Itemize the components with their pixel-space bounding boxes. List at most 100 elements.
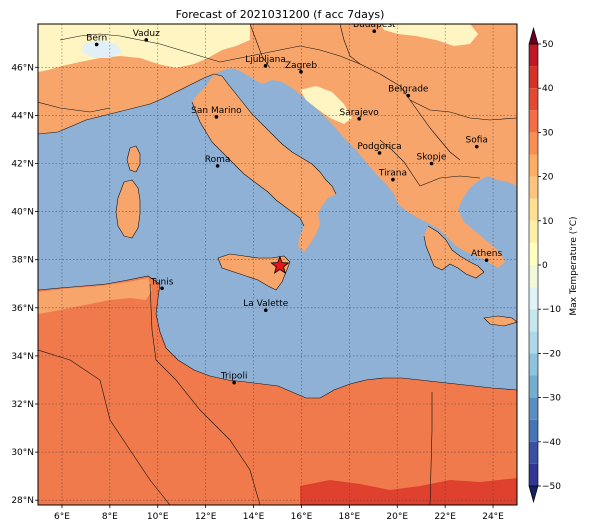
colorbar-segment [529, 132, 538, 155]
lat-tick-label: 42°N [11, 159, 34, 169]
city-dot [429, 161, 434, 166]
lat-tick-label: 30°N [11, 448, 34, 458]
colorbar-segment [529, 110, 538, 133]
city-dot [232, 380, 236, 385]
colorbar-segment [529, 375, 538, 398]
colorbar-segment [529, 419, 538, 442]
city-label: Skopje [417, 152, 447, 162]
city-dot [94, 42, 99, 47]
colorbar-tick-label: −40 [542, 438, 561, 448]
north-cool-zone [380, 24, 478, 46]
alps-cold-zone [82, 40, 122, 58]
city-dot [406, 93, 411, 98]
lat-tick-label: 36°N [11, 304, 34, 314]
city-dot [377, 151, 382, 155]
africa-coastal-band [38, 278, 152, 314]
city-label: Tripoli [220, 372, 248, 382]
lon-tick-label: 10°E [147, 512, 169, 522]
colorbar-tick-label: 30 [542, 128, 554, 138]
city-dot [484, 258, 489, 262]
city-label: Athens [471, 249, 502, 259]
colorbar: −50 −40 −30 −20 −10 0 10 20 30 40 50 [528, 26, 561, 504]
lat-tick-label: 38°N [11, 256, 34, 266]
lat-tick-label: 46°N [11, 63, 34, 73]
city-label: Tunis [150, 277, 174, 287]
map-title: Forecast of 2021031200 (f acc 7days) [176, 8, 385, 21]
balkan-cool-zone [300, 86, 352, 124]
sardinia-land [116, 180, 140, 238]
city-label: Podgorica [357, 142, 401, 152]
lat-tick-label: 32°N [11, 400, 34, 410]
city-label: Tirana [378, 169, 407, 179]
colorbar-segment [529, 463, 538, 486]
italy-land [192, 74, 336, 252]
colorbar-segment [529, 154, 538, 177]
colorbar-label: Max Temperature (°C) [569, 216, 579, 315]
city-label: Roma [205, 155, 231, 165]
greece-land [424, 226, 484, 278]
colorbar-tick-label: −20 [542, 349, 561, 359]
city-label: La Valette [243, 299, 288, 309]
city-label: Bern [86, 33, 107, 43]
city-dot [263, 64, 268, 68]
colorbar-segment [529, 44, 538, 67]
colorbar-segment [529, 331, 538, 354]
desert-hot-zone [300, 478, 517, 505]
colorbar-segment [529, 176, 538, 199]
city-dot [215, 164, 220, 168]
lat-tick-label: 40°N [11, 208, 34, 218]
city-label: Sarajevo [340, 108, 380, 118]
lon-tick-label: 16°E [291, 512, 313, 522]
colorbar-segment [529, 397, 538, 420]
colorbar-segment [529, 242, 538, 265]
colorbar-segment [529, 198, 538, 221]
city-dot [144, 38, 149, 42]
colorbar-tick-label: 50 [542, 40, 554, 50]
colorbar-tick-label: −50 [542, 482, 561, 492]
graticule [38, 24, 517, 505]
lon-tick-label: 24°E [482, 512, 504, 522]
lat-tick-label: 34°N [11, 352, 34, 362]
map-frame [37, 23, 518, 506]
colorbar-extend-max [528, 26, 539, 45]
city-dot [474, 144, 479, 149]
colorbar-tick-label: 10 [542, 217, 554, 227]
lon-tick-label: 12°E [195, 512, 217, 522]
colorbar-segment [529, 441, 538, 464]
colorbar-tick-label: −10 [542, 305, 561, 315]
colorbar-tick-label: 40 [542, 84, 554, 94]
lat-tick-label: 44°N [11, 111, 34, 121]
city-label: Zagreb [285, 61, 317, 71]
colorbar-segment [529, 265, 538, 288]
city-label: Sofia [466, 136, 488, 146]
borders [38, 24, 517, 505]
lon-tick-label: 22°E [434, 512, 456, 522]
city-dot [263, 308, 268, 312]
lon-tick-label: 6°E [54, 512, 70, 522]
city-label: Budapest [353, 20, 396, 30]
lon-tick-label: 8°E [102, 512, 118, 522]
city-dot [357, 116, 361, 121]
city-dot [214, 115, 219, 119]
corsica-land [127, 146, 140, 172]
colorbar-extend-min [528, 485, 539, 504]
city-dot [391, 177, 395, 182]
colorbar-segment [529, 88, 538, 111]
colorbar-segment [529, 66, 538, 89]
city-dot [160, 286, 164, 291]
lon-tick-label: 20°E [386, 512, 408, 522]
city-dot [372, 29, 377, 34]
city-label: Vaduz [133, 29, 160, 39]
colorbar-segment [529, 287, 538, 310]
lon-tick-label: 14°E [243, 512, 265, 522]
longitude-ticks: 6°E 8°E 10°E 12°E 14°E 16°E 18°E 20°E 22°E 24°E [54, 505, 504, 522]
city-label: San Marino [191, 106, 242, 116]
colorbar-tick-label: 0 [542, 261, 548, 271]
colorbar-segment [529, 353, 538, 376]
city-label: Belgrade [388, 85, 429, 95]
city-label: Ljubljana [245, 55, 286, 65]
colorbar-segment [529, 309, 538, 332]
lon-tick-label: 18°E [339, 512, 361, 522]
